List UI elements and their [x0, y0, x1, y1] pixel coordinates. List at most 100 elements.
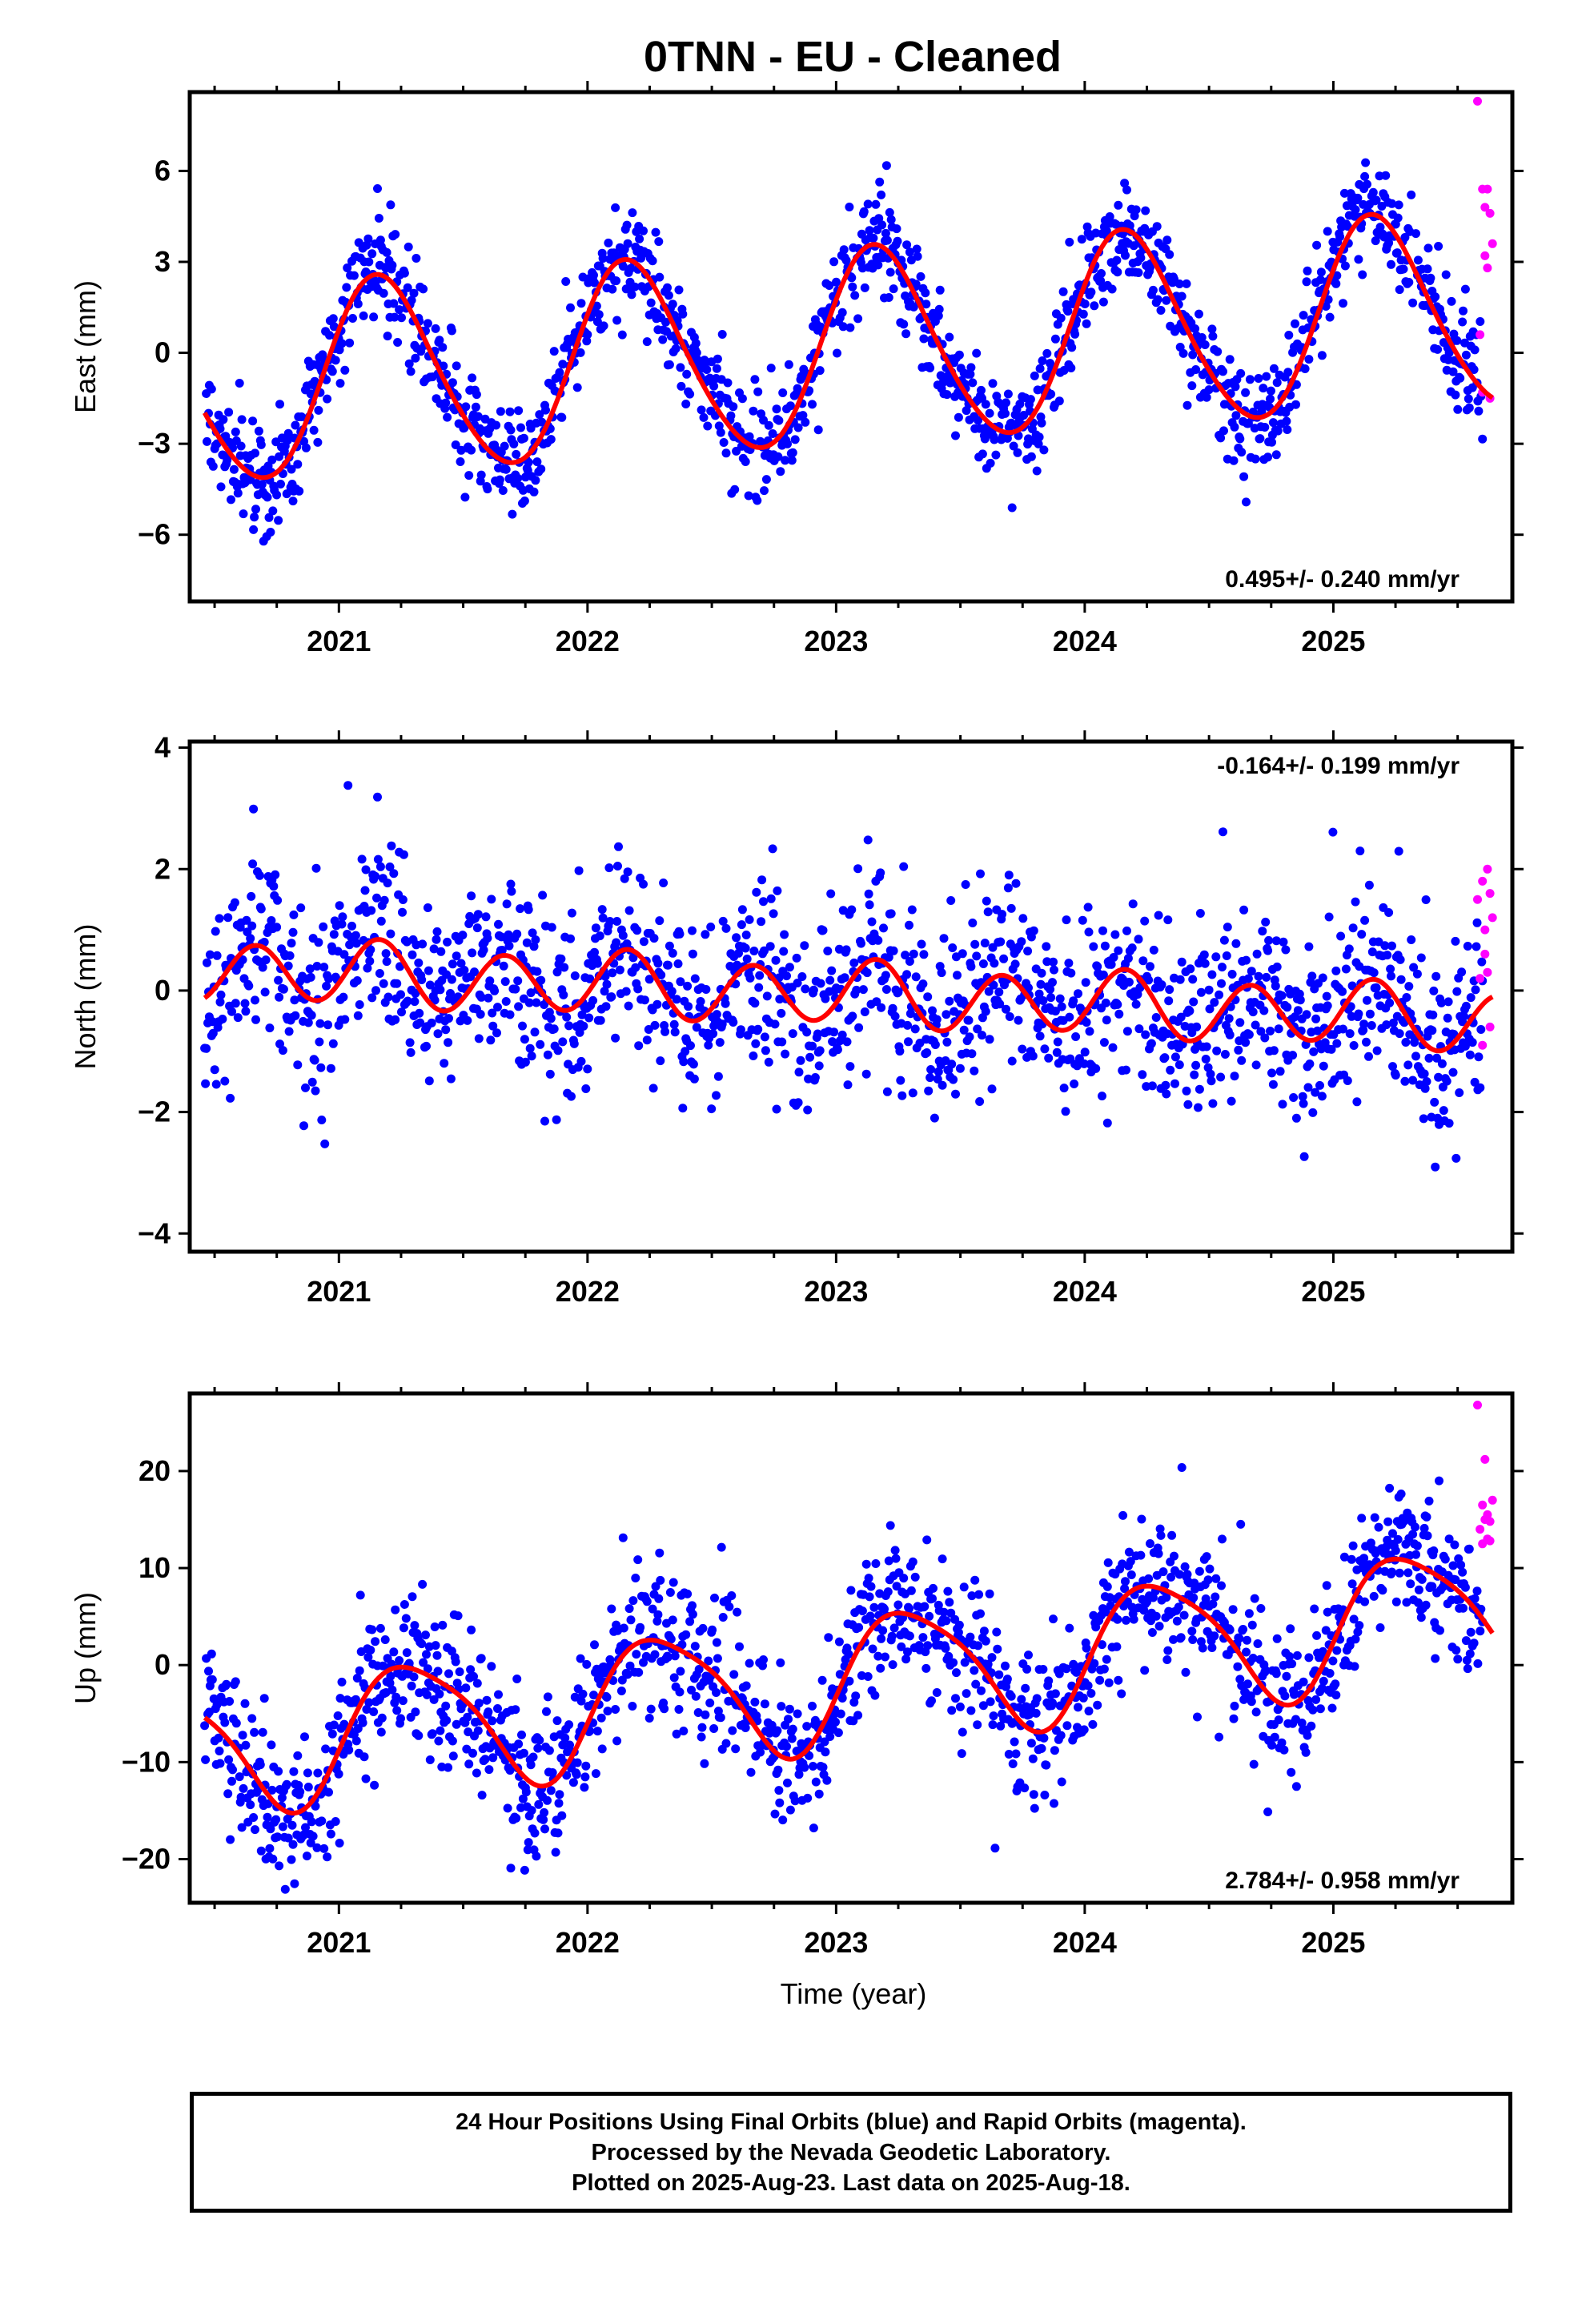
- up-x-tick-label: 2021: [307, 1926, 371, 1959]
- north-final-point: [1332, 1039, 1342, 1048]
- north-final-point: [964, 1015, 974, 1025]
- north-rapid-points: [1473, 864, 1497, 1050]
- north-final-point: [808, 1041, 817, 1051]
- east-final-point: [1174, 279, 1184, 288]
- east-final-point: [951, 431, 960, 440]
- up-final-point: [1312, 1630, 1322, 1640]
- up-final-point: [634, 1667, 644, 1677]
- north-final-point: [721, 999, 730, 1008]
- north-final-point: [246, 934, 255, 943]
- north-final-point: [1080, 1047, 1090, 1057]
- north-final-point: [443, 937, 452, 947]
- east-final-point: [237, 415, 247, 424]
- north-final-point: [755, 971, 765, 980]
- east-final-point: [566, 303, 575, 312]
- north-final-point: [1064, 959, 1074, 968]
- up-final-point: [818, 1763, 828, 1772]
- north-final-point: [1404, 982, 1414, 991]
- up-final-point: [1321, 1626, 1331, 1635]
- north-final-point: [444, 1038, 453, 1047]
- north-final-point: [301, 1083, 310, 1092]
- north-final-point: [518, 1021, 527, 1031]
- east-final-point: [231, 427, 240, 436]
- up-final-point: [602, 1692, 612, 1702]
- north-final-point: [1210, 998, 1219, 1007]
- up-final-point: [421, 1630, 430, 1640]
- north-final-point: [1243, 974, 1253, 983]
- east-final-point: [348, 314, 357, 323]
- north-final-point: [1177, 957, 1186, 967]
- east-final-point: [654, 237, 664, 247]
- north-final-point: [802, 1027, 812, 1037]
- north-final-point: [429, 944, 439, 954]
- up-final-point: [1469, 1638, 1479, 1648]
- up-final-point: [949, 1658, 958, 1667]
- north-final-point: [247, 891, 256, 901]
- up-final-point: [770, 1809, 780, 1819]
- north-final-point: [1338, 987, 1347, 996]
- north-final-point: [1093, 962, 1102, 971]
- east-final-point: [1459, 306, 1468, 316]
- up-final-point: [488, 1753, 498, 1763]
- east-final-point: [456, 457, 465, 466]
- north-final-point: [1437, 1059, 1447, 1068]
- up-final-point: [784, 1715, 793, 1724]
- east-final-point: [1009, 441, 1018, 451]
- north-final-point: [628, 953, 638, 963]
- north-final-point: [1412, 969, 1422, 979]
- north-final-point: [1434, 1072, 1443, 1082]
- up-final-point: [1040, 1791, 1050, 1799]
- north-final-point: [1231, 939, 1241, 948]
- east-final-point: [1050, 334, 1060, 344]
- north-final-point: [924, 1086, 934, 1096]
- east-final-point: [1312, 240, 1322, 250]
- east-final-point: [483, 485, 492, 494]
- east-final-point: [829, 257, 839, 267]
- up-final-point: [1086, 1689, 1096, 1698]
- east-final-point: [1239, 472, 1249, 481]
- east-final-point: [628, 208, 637, 218]
- east-final-point: [966, 363, 976, 372]
- north-final-point: [1215, 990, 1224, 999]
- up-final-point: [1272, 1634, 1282, 1643]
- north-final-point: [656, 1056, 665, 1066]
- east-final-point: [1140, 223, 1150, 233]
- up-final-point: [455, 1667, 464, 1677]
- up-final-point: [1435, 1626, 1444, 1635]
- north-final-point: [1219, 935, 1229, 945]
- north-final-point: [345, 940, 355, 950]
- up-final-point: [540, 1807, 549, 1817]
- up-final-point: [612, 1736, 622, 1746]
- north-final-point: [842, 1037, 852, 1047]
- up-final-point: [407, 1681, 416, 1691]
- north-final-point: [1207, 1076, 1216, 1086]
- north-final-point: [1037, 968, 1046, 978]
- east-final-point: [705, 373, 715, 383]
- north-final-point: [773, 886, 782, 895]
- north-final-point: [788, 1029, 797, 1039]
- up-final-point: [1196, 1637, 1206, 1647]
- north-final-point: [1289, 1093, 1299, 1102]
- north-final-point: [845, 1062, 855, 1072]
- up-final-point: [883, 1587, 893, 1597]
- east-final-point: [954, 412, 963, 422]
- north-final-point: [1323, 1001, 1332, 1011]
- up-final-point: [1331, 1691, 1341, 1700]
- east-final-point: [447, 326, 456, 336]
- north-final-point: [1336, 931, 1346, 941]
- north-final-point: [386, 929, 396, 939]
- north-final-point: [1154, 911, 1163, 920]
- east-final-point: [256, 440, 266, 449]
- up-final-point: [957, 1749, 966, 1759]
- east-final-point: [655, 272, 665, 282]
- up-final-point: [1470, 1594, 1480, 1603]
- east-final-point: [264, 513, 274, 522]
- north-final-point: [715, 1038, 725, 1047]
- north-final-point: [1195, 909, 1205, 918]
- north-final-point: [338, 912, 347, 922]
- up-final-point: [987, 1653, 997, 1663]
- north-final-point: [947, 1059, 957, 1069]
- east-final-point: [363, 234, 373, 243]
- north-final-point: [365, 956, 375, 966]
